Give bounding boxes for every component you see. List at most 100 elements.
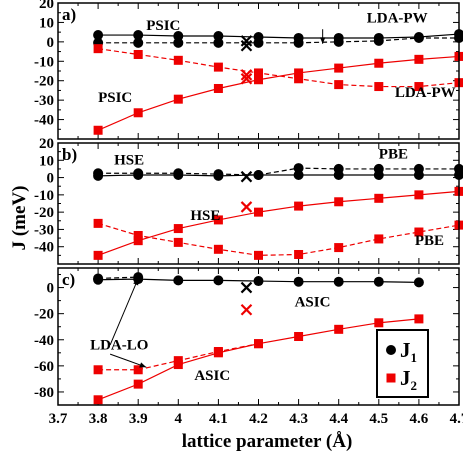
data-point	[334, 243, 344, 253]
data-point	[213, 169, 224, 180]
cross-stroke	[240, 303, 253, 316]
annotation-label: HSE	[190, 208, 220, 224]
cross-marker	[240, 35, 253, 47]
data-point	[294, 201, 304, 211]
data-point	[133, 230, 143, 240]
data-point	[133, 272, 144, 283]
y-tick-label: 0	[47, 171, 55, 187]
data-point	[373, 163, 384, 174]
data-point	[213, 275, 224, 286]
cross-stroke	[240, 170, 253, 183]
data-point	[293, 37, 304, 48]
data-point	[294, 68, 304, 78]
data-point	[213, 244, 223, 254]
annotation-label: LDA-PW	[367, 10, 428, 26]
y-tick-label: -10	[34, 54, 54, 70]
data-point	[413, 277, 424, 288]
x-tick-label: 4.4	[329, 411, 348, 427]
data-point	[93, 125, 103, 135]
y-tick-label: 20	[39, 136, 54, 152]
series-line	[97, 55, 460, 131]
x-tick-label: 4	[175, 411, 183, 427]
data-point	[133, 236, 143, 246]
data-point	[213, 83, 223, 93]
cross-stroke	[240, 35, 253, 47]
data-point	[374, 318, 384, 328]
x-tick-label: 4.3	[289, 411, 308, 427]
data-point	[333, 36, 344, 47]
data-point	[333, 163, 344, 174]
data-point	[414, 82, 424, 92]
cross-marker	[240, 72, 253, 85]
data-point	[414, 227, 424, 237]
data-point	[173, 356, 183, 366]
data-point	[294, 74, 304, 84]
series-line	[98, 37, 459, 44]
data-point	[374, 58, 384, 68]
series-line	[97, 318, 419, 401]
annotation-label: HSE	[114, 153, 144, 169]
cross-stroke	[240, 281, 253, 294]
data-point	[254, 75, 263, 85]
data-point	[133, 108, 143, 118]
cross-stroke	[240, 69, 253, 81]
data-point	[93, 273, 104, 284]
annotation-label: PSIC	[146, 18, 180, 34]
data-point	[414, 314, 424, 324]
y-tick-label: -40	[34, 333, 54, 349]
data-point	[294, 332, 304, 341]
legend-marker	[386, 345, 396, 355]
y-tick-label: 10	[39, 153, 54, 169]
data-point	[254, 207, 263, 217]
series-line	[98, 48, 460, 88]
data-point	[173, 55, 183, 65]
series-line	[97, 190, 460, 256]
panel-label: c)	[62, 270, 75, 289]
data-point	[173, 275, 184, 286]
series-line	[97, 222, 460, 256]
x-axis-label: lattice parameter (Å)	[182, 431, 353, 452]
data-point	[374, 193, 384, 203]
y-tick-label: -80	[34, 385, 54, 401]
y-tick-label: -20	[34, 74, 54, 90]
data-point	[213, 62, 223, 72]
y-tick-label: 20	[39, 0, 54, 12]
panel-label: b)	[62, 145, 77, 164]
panel-label: a)	[62, 5, 76, 24]
data-point	[254, 68, 263, 78]
x-tick-label: 4.7	[450, 411, 463, 427]
data-point	[133, 37, 144, 48]
y-tick-label: -30	[34, 222, 54, 238]
data-point	[253, 276, 264, 287]
data-point	[374, 82, 384, 92]
data-point	[413, 163, 424, 174]
data-point	[133, 30, 144, 41]
y-tick-label: 0	[47, 35, 55, 51]
annotation-label: PBE	[415, 233, 444, 249]
cross-marker	[240, 170, 253, 183]
cross-marker	[240, 281, 253, 294]
annotation-label: PBE	[379, 147, 408, 163]
y-tick-label: -40	[34, 240, 54, 256]
annotation-label: ASIC	[194, 368, 230, 384]
data-point	[213, 347, 223, 357]
cross-stroke	[240, 72, 253, 85]
data-point	[133, 365, 143, 375]
legend-box	[376, 329, 429, 398]
x-tick-label: 3.7	[49, 411, 68, 427]
data-point	[254, 250, 263, 260]
annotation-label: LDA-LO	[90, 338, 148, 354]
annotation-label: ASIC	[295, 294, 331, 310]
cross-stroke	[240, 201, 253, 213]
chart-panel: 20 10 0 -10 -20 -30 -40 PSIC LDA-PW PSIC LDA-PW a)	[34, 0, 463, 140]
data-point	[93, 250, 103, 260]
data-point	[213, 37, 224, 48]
data-point	[93, 168, 104, 179]
y-tick-label: -10	[34, 188, 54, 204]
data-point	[254, 339, 263, 349]
x-tick-label: 3.8	[89, 411, 108, 427]
cross-marker	[240, 69, 253, 81]
